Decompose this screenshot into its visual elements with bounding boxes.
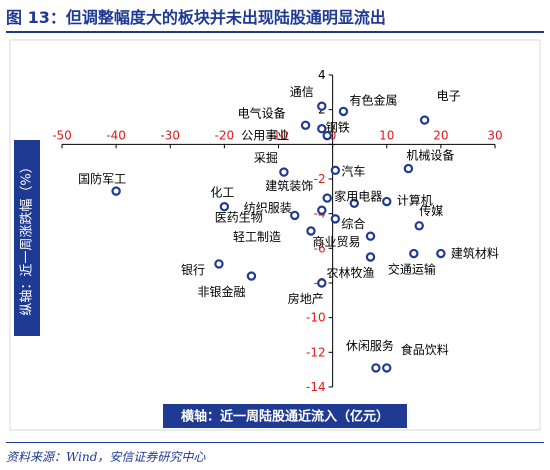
y-axis-label: 纵轴：近一周涨跌幅（%） [19, 160, 35, 315]
point-label: 公用事业 [241, 129, 289, 143]
data-point [382, 363, 392, 373]
data-point [317, 278, 327, 288]
point-label: 非银金融 [197, 284, 245, 299]
y-tick-label: -6 [314, 241, 326, 255]
point-label: 建筑装饰 [265, 178, 313, 193]
y-tick-label: -14 [306, 380, 326, 394]
data-point [382, 196, 392, 207]
x-tick-label: 20 [433, 128, 448, 142]
y-tick-label: -2 [314, 172, 326, 186]
data-point [279, 167, 289, 177]
point-label: 交通运输 [388, 262, 436, 277]
point-label: 电气设备 [238, 105, 286, 120]
point-label: 休闲服务 [346, 338, 394, 353]
data-point [317, 124, 327, 134]
data-point [219, 202, 230, 212]
data-point [365, 252, 376, 262]
point-label: 汽车 [341, 163, 365, 178]
data-point [214, 259, 224, 269]
data-point [317, 101, 327, 111]
data-point [306, 226, 316, 236]
point-label: 钢铁 [326, 121, 350, 135]
point-label: 通信 [290, 85, 314, 99]
point-label: 商业贸易 [313, 234, 361, 249]
x-axis-label: 横轴：近一周陆股通近流入（亿元） [181, 409, 389, 425]
data-point [414, 221, 424, 231]
data-point [111, 186, 121, 196]
x-tick-label: -50 [52, 128, 72, 142]
y-axis-label-box: 纵轴：近一周涨跌幅（%） [14, 140, 40, 336]
y-tick-label: -10 [306, 311, 326, 325]
data-point [409, 248, 419, 259]
x-tick-label: 10 [379, 128, 394, 142]
point-label: 农林牧渔 [327, 266, 375, 280]
point-label: 传媒 [419, 203, 443, 218]
data-point [317, 205, 327, 215]
axes: -50-40-30-20-10010203042-2-4-6-8-10-12-1… [52, 68, 502, 394]
data-point [290, 210, 300, 221]
data-point [349, 198, 359, 208]
source-note: 资料来源：Wind，安信证券研究中心 [6, 442, 544, 465]
x-tick-label: -40 [106, 128, 126, 142]
page-title: 图 13：但调整幅度大的板块并未出现陆股通明显流出 [6, 4, 544, 33]
data-point [330, 165, 341, 176]
point-label: 纺织服装 [244, 201, 292, 215]
y-tick-label: 4 [318, 68, 326, 82]
x-tick-label: 0 [329, 128, 337, 142]
point-label: 电子 [437, 89, 461, 103]
point-label: 建筑材料 [451, 246, 499, 261]
point-label: 有色金属 [349, 92, 397, 107]
point-label: 计算机 [397, 193, 433, 208]
point-label: 食品饮料 [401, 342, 449, 357]
point-label: 化工 [210, 186, 234, 200]
point-label: 医药生物 [215, 210, 263, 224]
x-axis-label-box: 横轴：近一周陆股通近流入（亿元） [163, 404, 407, 428]
data-point [419, 115, 430, 125]
data-point [338, 106, 349, 117]
data-point [403, 163, 414, 174]
data-point [246, 271, 257, 281]
data-point [371, 363, 381, 373]
point-label: 轻工制造 [233, 230, 281, 244]
point-label: 银行 [181, 263, 205, 277]
point-label: 国防军工 [78, 171, 126, 186]
data-point [330, 214, 341, 224]
point-label: 采掘 [254, 150, 278, 165]
point-label: 综合 [341, 216, 365, 231]
data-point [322, 193, 332, 203]
x-tick-label: 30 [487, 128, 502, 142]
point-label: 家用电器 [334, 188, 382, 203]
point-label: 机械设备 [406, 148, 454, 163]
data-point [322, 130, 332, 141]
scatter-chart: -50-40-30-20-10010203042-2-4-6-8-10-12-1… [9, 39, 541, 431]
data-point [436, 248, 446, 259]
x-tick-label: -10 [269, 128, 289, 142]
point-label: 房地产 [288, 291, 324, 306]
data-point [365, 231, 376, 241]
chart-frame [9, 39, 541, 431]
data-point [300, 120, 311, 130]
x-tick-label: -20 [215, 128, 235, 142]
x-tick-label: -30 [160, 128, 180, 142]
y-tick-label: -12 [306, 345, 326, 359]
